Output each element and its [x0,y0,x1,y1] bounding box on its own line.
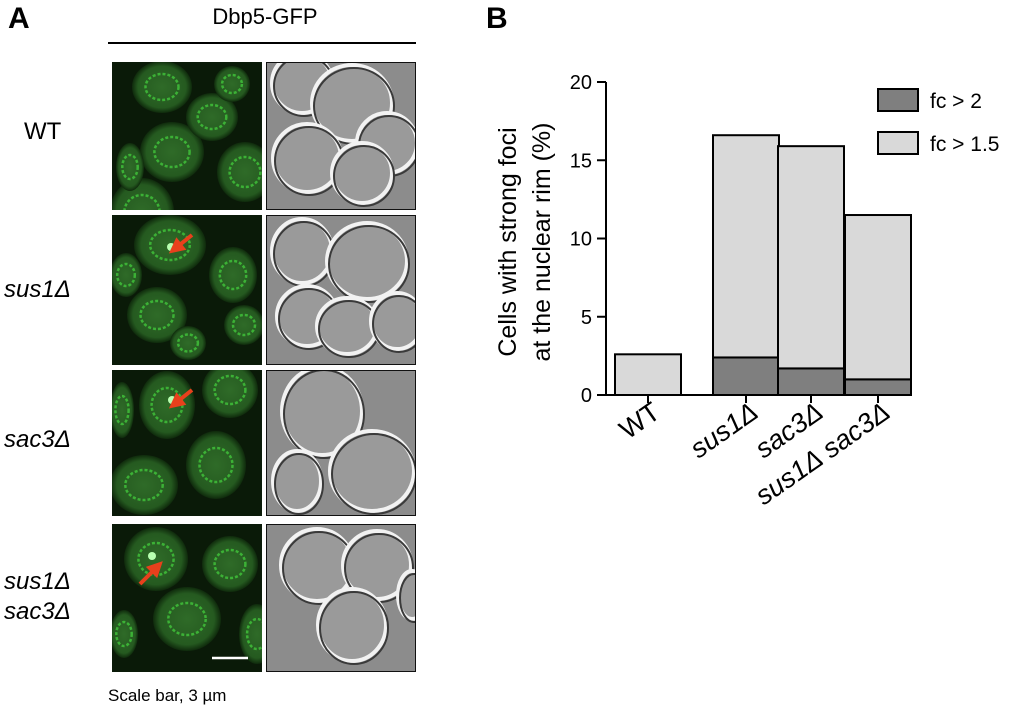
gfp-micrograph [112,524,262,672]
column-title: Dbp5-GFP [212,4,318,29]
y-tick-label: 20 [570,72,592,94]
y-axis-label-line1: Cells with strong foci [494,127,522,356]
bar-segment [777,145,845,370]
legend-swatch [877,88,919,112]
bar-segment [712,356,780,397]
bar-segment [844,214,912,381]
dic-micrograph [266,370,416,516]
legend-label: fc > 2 [930,90,982,113]
gfp-micrograph [112,370,262,516]
dic-micrograph [266,215,416,365]
legend-label: fc > 1.5 [930,133,999,156]
y-axis-label-line2: at the nuclear rim (%) [528,123,556,362]
gfp-micrograph [112,215,262,365]
y-tick-label: 0 [581,385,592,407]
x-tick-label: sus1Δ [685,396,764,464]
row-label-sac3: sac3Δ [4,426,71,453]
y-tick-label: 5 [581,307,592,329]
legend-swatch [877,131,919,155]
bar-segment [712,134,780,359]
row-label-sus1: sus1Δ [4,276,71,303]
panel-b-letter: B [486,2,508,35]
y-tick-label: 10 [570,229,592,251]
column-title-rule [108,42,416,44]
bar-segment [777,367,845,396]
x-tick-label: WT [614,396,666,445]
scale-bar-caption: Scale bar, 3 µm [108,686,227,705]
panel-a-letter: A [8,2,30,35]
row-label-double-line1: sus1Δ [4,568,71,595]
y-tick-label: 15 [570,150,592,172]
row-label-double-line2: sac3Δ [4,598,71,625]
bar-segment [844,378,912,397]
row-label-wt: WT [24,118,62,145]
gfp-micrograph [112,62,262,210]
dic-micrograph [266,62,416,210]
dic-micrograph [266,524,416,672]
bar-segment [614,353,682,396]
